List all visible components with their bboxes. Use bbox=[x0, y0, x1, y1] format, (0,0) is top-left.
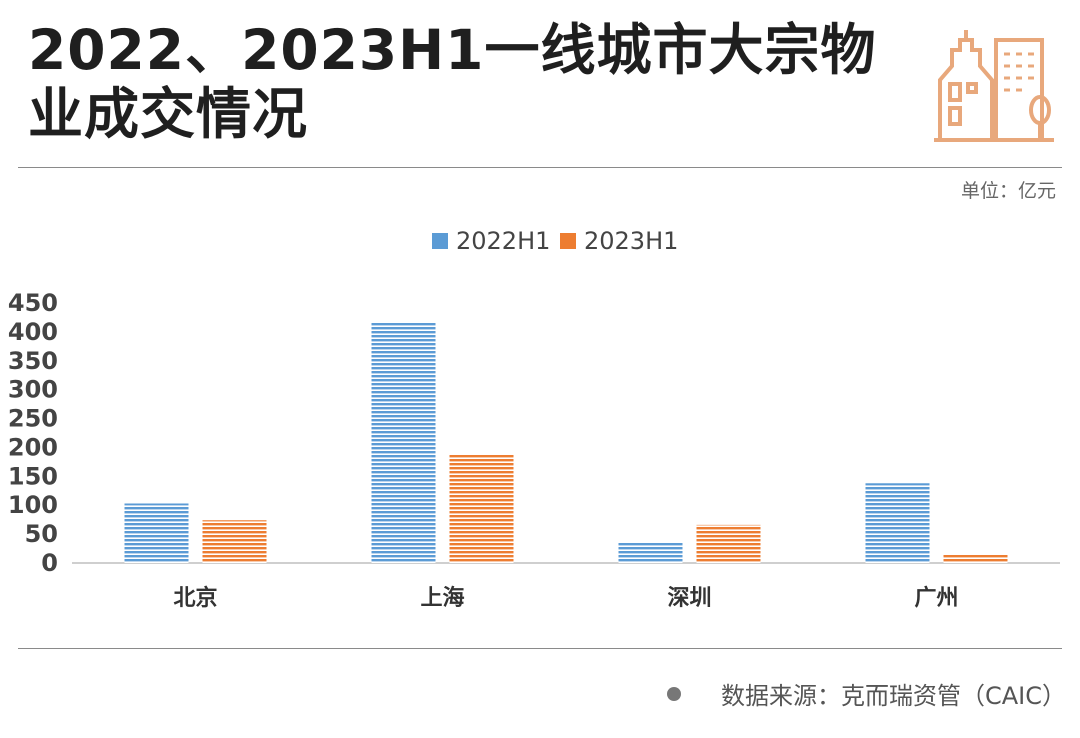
bar-2022H1-深圳 bbox=[618, 541, 683, 563]
x-axis: 北京 上海 深圳 广州 bbox=[173, 585, 958, 611]
chart-legend: 2022H1 2023H1 bbox=[432, 227, 678, 255]
y-tick-label: 50 bbox=[25, 520, 58, 548]
legend-label: 2022H1 bbox=[456, 227, 550, 255]
footer-divider bbox=[18, 648, 1062, 649]
y-tick-label: 150 bbox=[8, 462, 58, 490]
bar-2023H1-广州 bbox=[943, 554, 1008, 563]
title-line-2: 业成交情况 bbox=[28, 82, 309, 146]
x-tick-label: 广州 bbox=[914, 585, 958, 611]
city-buildings-icon bbox=[934, 30, 1054, 142]
x-tick-label: 北京 bbox=[173, 585, 217, 611]
legend-label: 2023H1 bbox=[584, 227, 678, 255]
bar-2022H1-上海 bbox=[371, 321, 436, 563]
y-tick-label: 100 bbox=[8, 491, 58, 519]
bar-2022H1-北京 bbox=[124, 503, 189, 563]
x-tick-label: 上海 bbox=[420, 585, 464, 611]
unit-label: 单位：亿元 bbox=[960, 180, 1056, 202]
legend-swatch-2023H1 bbox=[560, 233, 576, 249]
bar-2023H1-深圳 bbox=[696, 524, 761, 563]
x-tick-label: 深圳 bbox=[667, 586, 711, 611]
y-tick-label: 400 bbox=[8, 318, 58, 346]
y-tick-label: 450 bbox=[8, 289, 58, 317]
bar-2023H1-上海 bbox=[449, 453, 514, 563]
header-divider bbox=[18, 167, 1062, 168]
y-tick-label: 350 bbox=[8, 347, 58, 375]
bar-2023H1-北京 bbox=[202, 520, 267, 563]
source-note: 数据来源：克而瑞资管（CAIC） bbox=[720, 682, 1066, 710]
y-tick-label: 0 bbox=[41, 549, 58, 577]
footer: 数据来源：克而瑞资管（CAIC） bbox=[666, 676, 1066, 711]
y-tick-label: 200 bbox=[8, 433, 58, 461]
bar-chart: 2022H1 2023H1 050100150200250300350400450… bbox=[8, 227, 1060, 611]
chart-title: 2022、2023H1一线城市大宗物 业成交情况 bbox=[28, 18, 908, 146]
bars bbox=[124, 321, 1008, 563]
legend-swatch-2022H1 bbox=[432, 233, 448, 249]
y-tick-label: 250 bbox=[8, 405, 58, 433]
bullet-icon bbox=[666, 686, 681, 701]
bar-2022H1-广州 bbox=[865, 483, 930, 563]
title-line-1: 2022、2023H1一线城市大宗物 bbox=[28, 18, 877, 82]
y-tick-label: 300 bbox=[8, 376, 58, 404]
